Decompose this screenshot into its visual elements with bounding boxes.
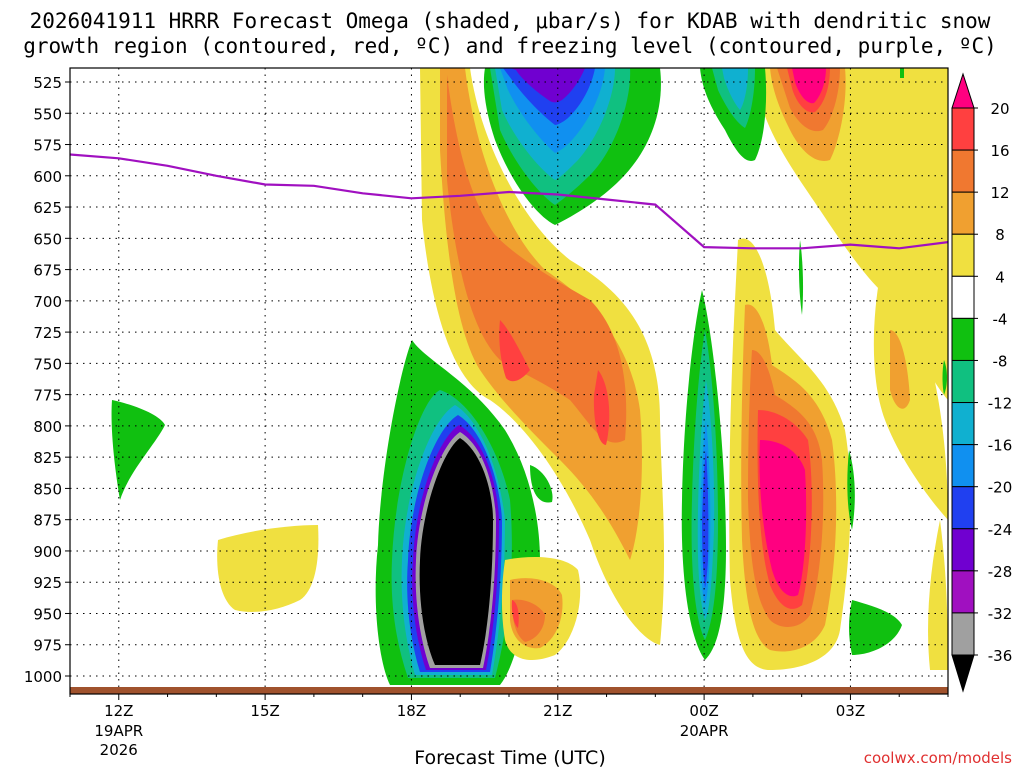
omega-upward-band-1 [420, 68, 665, 645]
colorbar-swatch [951, 359, 975, 404]
colorbar-label: 16 [990, 142, 1009, 160]
colorbar-label: -36 [988, 647, 1013, 665]
colorbar-swatch [951, 233, 975, 277]
y-tick-label: 750 [33, 355, 62, 373]
freezing-level-line [70, 153, 948, 250]
y-tick-label: 525 [33, 74, 62, 92]
x-tick-year: 2026 [100, 741, 138, 759]
x-tick-label: 21Z [543, 702, 572, 720]
colorbar-swatch [951, 317, 975, 361]
y-tick-label: 775 [33, 387, 62, 405]
colorbar-swatch [951, 528, 975, 572]
colorbar-label: 12 [990, 184, 1009, 202]
omega-upward-band-4 [873, 90, 948, 670]
colorbar-swatch [951, 444, 975, 488]
y-tick-label: 925 [33, 574, 62, 592]
colorbar-swatch [951, 654, 975, 693]
colorbar-label: -12 [988, 395, 1013, 413]
colorbar-swatch [951, 486, 975, 530]
x-tick-label: 03Z [836, 702, 865, 720]
terrain-band [70, 687, 948, 694]
x-tick-date: 20APR [680, 722, 729, 740]
colorbar-label: -16 [988, 437, 1013, 455]
x-tick-date: 19APR [94, 722, 143, 740]
colorbar-label: -20 [988, 479, 1013, 497]
colorbar-label: -4 [993, 310, 1008, 328]
colorbar-swatch [951, 402, 975, 446]
omega-core-descent [375, 340, 540, 685]
x-tick-label: 12Z [104, 702, 133, 720]
x-tick-label: 18Z [397, 702, 426, 720]
y-tick-label: 975 [33, 637, 62, 655]
omega-upward-band-3 [729, 238, 851, 670]
x-tick-label: 00Z [689, 702, 718, 720]
credit-link[interactable]: coolwx.com/models [864, 749, 1012, 767]
y-tick-label: 675 [33, 262, 62, 280]
chart-title-line-2: growth region (contoured, red, ºC) and f… [23, 34, 997, 58]
y-tick-label: 550 [33, 105, 62, 123]
omega-upper-descent [483, 68, 661, 225]
x-axis-label: Forecast Time (UTC) [414, 747, 605, 768]
colorbar-label: -24 [988, 521, 1013, 539]
y-tick-label: 900 [33, 543, 62, 561]
colorbar-swatch [951, 72, 975, 109]
y-tick-label: 950 [33, 605, 62, 623]
x-tick-label: 15Z [250, 702, 279, 720]
colorbar: 20 16 12 8 4 -4 -8 -12 -16 -20 -24 -28 -32 -36 [951, 72, 1013, 693]
colorbar-swatch [951, 612, 975, 656]
y-tick-label: 725 [33, 324, 62, 342]
y-tick-label: 1000 [24, 668, 62, 686]
chart-title-line-1: 2026041911 HRRR Forecast Omega (shaded, … [30, 9, 991, 33]
colorbar-label: 4 [995, 268, 1005, 286]
colorbar-label: 20 [990, 100, 1009, 118]
y-axis: 525 550 575 600 625 650 675 700 725 750 775 800 825 8… [24, 74, 70, 686]
y-tick-label: 800 [33, 418, 62, 436]
omega-small-features [111, 68, 947, 655]
colorbar-swatch [951, 191, 975, 235]
y-tick-label: 825 [33, 449, 62, 467]
colorbar-swatch [951, 149, 975, 193]
colorbar-label: 8 [995, 226, 1005, 244]
omega-descent-strip [700, 68, 767, 161]
colorbar-label: -32 [988, 605, 1013, 623]
y-tick-label: 575 [33, 137, 62, 155]
colorbar-swatch [951, 275, 975, 319]
omega-lower-updraft [501, 557, 581, 660]
y-tick-label: 650 [33, 230, 62, 248]
colorbar-label: -28 [988, 563, 1013, 581]
y-tick-label: 625 [33, 199, 62, 217]
y-tick-label: 700 [33, 293, 62, 311]
colorbar-swatch [951, 107, 975, 151]
plot-area: 525 550 575 600 625 650 675 700 725 750 775 800 825 8… [24, 67, 949, 759]
y-tick-label: 850 [33, 480, 62, 498]
grid [70, 68, 948, 694]
omega-shading [111, 68, 948, 685]
colorbar-swatch [951, 570, 975, 614]
colorbar-label: -8 [993, 352, 1008, 370]
y-tick-label: 875 [33, 512, 62, 530]
omega-narrow-descent [681, 290, 726, 660]
y-tick-label: 600 [33, 168, 62, 186]
